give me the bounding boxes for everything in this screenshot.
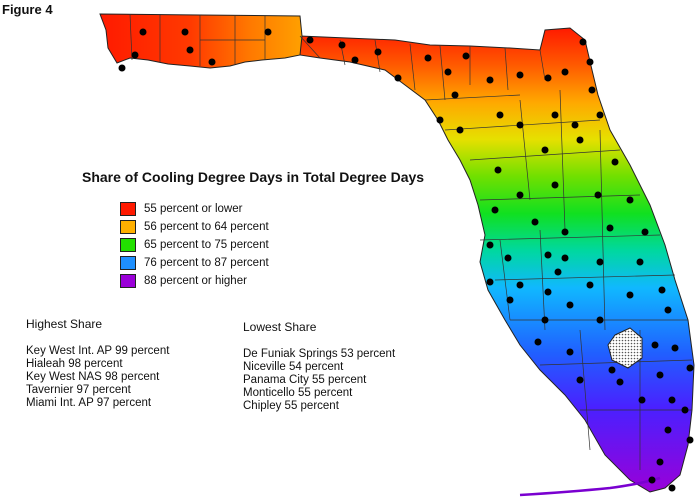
list-item: Chipley 55 percent — [243, 400, 339, 412]
legend-swatch — [120, 220, 136, 234]
lake-okeechobee — [607, 327, 643, 369]
list-item: Tavernier 97 percent — [26, 384, 131, 396]
legend-swatch — [120, 238, 136, 252]
list-item: Niceville 54 percent — [243, 361, 344, 373]
list-item: Panama City 55 percent — [243, 374, 367, 386]
legend-label: 88 percent or higher — [144, 275, 247, 287]
weather-stations — [118, 28, 694, 492]
legend-swatch — [120, 202, 136, 216]
list-item: Monticello 55 percent — [243, 387, 353, 399]
legend-item: 76 percent to 87 percent — [120, 254, 269, 272]
florida-keys — [519, 476, 661, 497]
legend-item: 56 percent to 64 percent — [120, 218, 269, 236]
county-boundaries — [129, 13, 693, 470]
legend-item: 88 percent or higher — [120, 272, 269, 290]
legend-item: 55 percent or lower — [120, 200, 269, 218]
legend-title: Share of Cooling Degree Days in Total De… — [82, 169, 425, 185]
list-item: Hialeah 98 percent — [26, 358, 123, 370]
legend-swatch — [120, 256, 136, 270]
list-item: Miami Int. AP 97 percent — [26, 397, 152, 409]
lowest-share-heading: Lowest Share — [243, 320, 317, 334]
list-item: Key West NAS 98 percent — [26, 371, 160, 383]
highest-share-heading: Highest Share — [26, 317, 103, 331]
legend-swatch — [120, 274, 136, 288]
legend-label: 76 percent to 87 percent — [144, 257, 269, 269]
legend-label: 65 percent to 75 percent — [144, 239, 269, 251]
highest-share-list: Highest Share Key West Int. AP 99 percen… — [26, 318, 169, 410]
list-item: De Funiak Springs 53 percent — [243, 348, 396, 360]
florida-peninsula — [299, 27, 695, 493]
figure-label: Figure 4 — [2, 2, 53, 17]
florida-panhandle — [99, 13, 303, 69]
legend-item: 65 percent to 75 percent — [120, 236, 269, 254]
list-item: Key West Int. AP 99 percent — [26, 345, 170, 357]
legend-label: 56 percent to 64 percent — [144, 221, 269, 233]
legend-label: 55 percent or lower — [144, 203, 243, 215]
lowest-share-list: Lowest Share De Funiak Springs 53 percen… — [243, 321, 395, 413]
legend: 55 percent or lower 56 percent to 64 per… — [120, 200, 269, 290]
